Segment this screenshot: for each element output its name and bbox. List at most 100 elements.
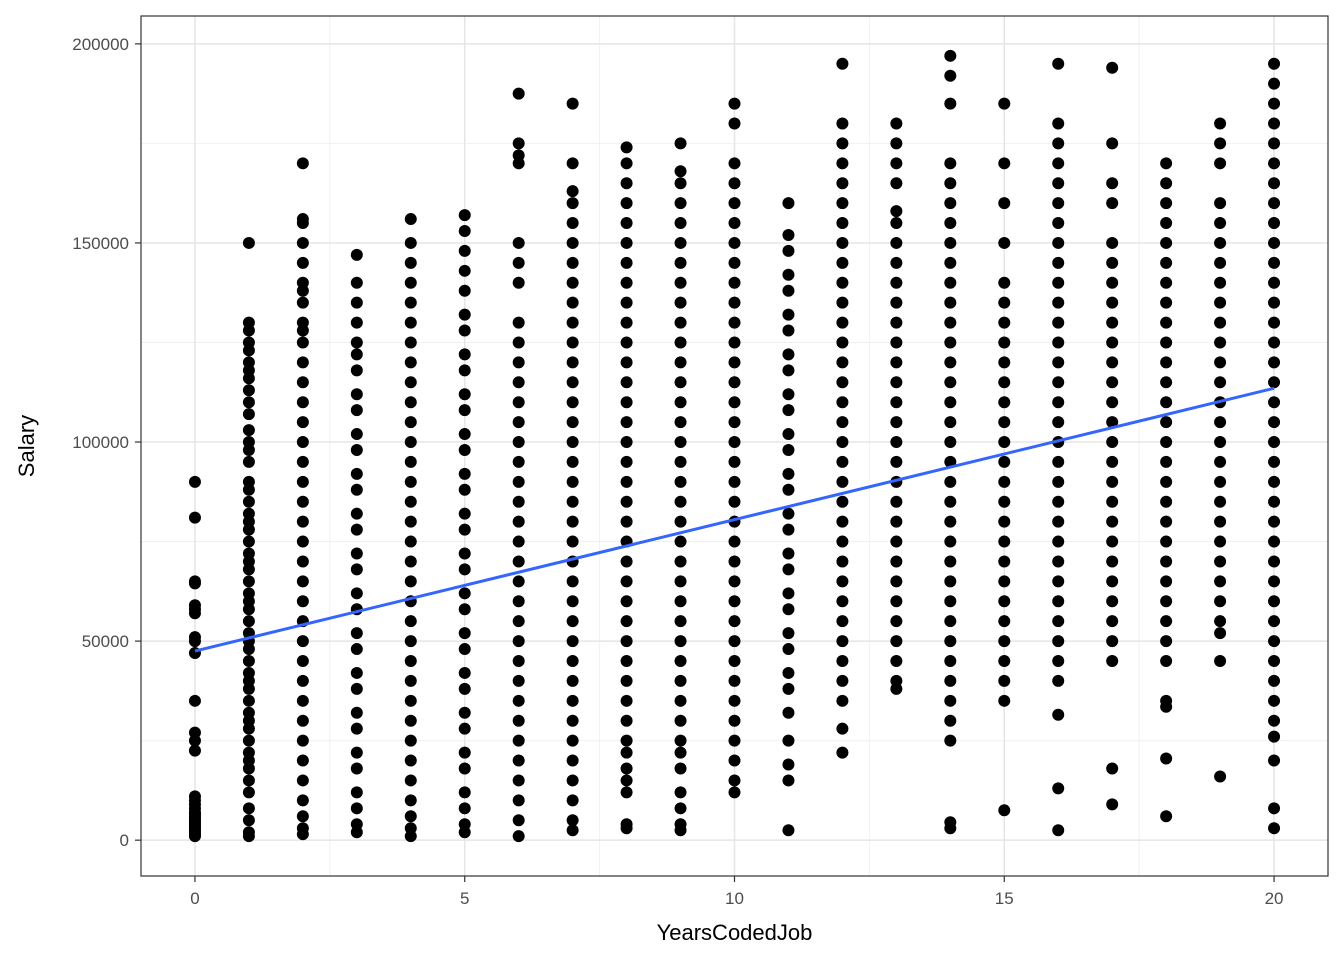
data-point (188, 575, 201, 588)
data-point (674, 515, 687, 528)
data-point (1214, 655, 1227, 667)
data-point (1106, 316, 1119, 329)
regression-line (194, 386, 1275, 653)
data-point (674, 786, 687, 799)
data-point (1052, 495, 1065, 508)
x-axis: 0 5 10 15 20 (190, 876, 1284, 908)
data-point (890, 575, 903, 588)
data-point (1214, 535, 1227, 548)
data-point (782, 404, 795, 417)
data-point (1160, 595, 1173, 608)
data-point (1106, 575, 1119, 588)
data-point (890, 316, 903, 329)
data-point (944, 694, 957, 707)
data-point (1052, 197, 1065, 210)
data-point (944, 69, 957, 82)
data-point (674, 416, 687, 429)
data-point (890, 615, 903, 628)
data-point (350, 276, 363, 289)
data-point (1268, 336, 1281, 349)
data-point (620, 376, 633, 389)
data-point (242, 236, 255, 249)
data-point (1268, 217, 1281, 230)
data-point (620, 635, 633, 648)
data-point (566, 185, 579, 198)
data-point (458, 264, 471, 277)
data-point (890, 535, 903, 548)
data-point (242, 575, 255, 588)
data-point (1160, 396, 1173, 409)
data-point (728, 97, 741, 110)
y-tick-label: 50000 (82, 632, 129, 651)
data-point (674, 575, 687, 588)
data-point (242, 694, 255, 707)
data-point (296, 635, 309, 648)
data-point (566, 495, 579, 508)
data-point (512, 475, 525, 488)
data-point (350, 248, 363, 261)
data-point (1160, 475, 1173, 488)
data-point (782, 523, 795, 536)
data-point (674, 674, 687, 687)
data-point (296, 213, 309, 226)
data-point (350, 388, 363, 401)
data-point (728, 475, 741, 488)
data-point (620, 786, 633, 799)
data-point (836, 495, 849, 508)
data-point (1160, 575, 1173, 588)
data-point (1214, 356, 1227, 369)
data-point (1052, 396, 1065, 409)
data-point (566, 535, 579, 548)
data-point (836, 575, 849, 588)
data-point (350, 746, 363, 759)
data-point (836, 376, 849, 389)
data-point (674, 475, 687, 488)
data-point (1268, 555, 1281, 568)
data-point (1052, 615, 1065, 628)
data-point (458, 507, 471, 520)
data-point (674, 746, 687, 759)
data-point (782, 284, 795, 297)
data-point (674, 256, 687, 269)
data-point (782, 308, 795, 321)
data-point (566, 694, 579, 707)
data-point (188, 475, 201, 488)
data-point (1052, 515, 1065, 528)
data-point (242, 507, 255, 520)
data-point (728, 117, 741, 130)
data-point (620, 336, 633, 349)
data-point (1106, 762, 1119, 775)
data-point (1268, 730, 1281, 743)
data-point (944, 495, 957, 508)
data-point (1214, 276, 1227, 289)
data-point (836, 746, 849, 759)
data-point (296, 774, 309, 787)
data-point (620, 655, 633, 667)
data-point (404, 754, 417, 767)
data-point (350, 467, 363, 480)
data-point (1268, 535, 1281, 548)
data-point (242, 587, 255, 600)
data-point (674, 595, 687, 608)
data-point (458, 547, 471, 560)
data-point (1052, 455, 1065, 468)
data-point (566, 734, 579, 747)
data-point (1106, 336, 1119, 349)
data-point (674, 694, 687, 707)
data-point (512, 87, 525, 100)
data-point (458, 587, 471, 600)
data-point (782, 587, 795, 600)
data-point (1052, 535, 1065, 548)
data-point (782, 734, 795, 747)
data-point (674, 356, 687, 369)
data-point (566, 635, 579, 648)
data-point (782, 643, 795, 656)
data-point (188, 790, 201, 803)
data-point (296, 575, 309, 588)
data-point (1106, 798, 1119, 811)
data-point (1160, 416, 1173, 429)
data-point (1052, 356, 1065, 369)
data-point (998, 555, 1011, 568)
data-point (242, 734, 255, 747)
data-point (1106, 137, 1119, 150)
